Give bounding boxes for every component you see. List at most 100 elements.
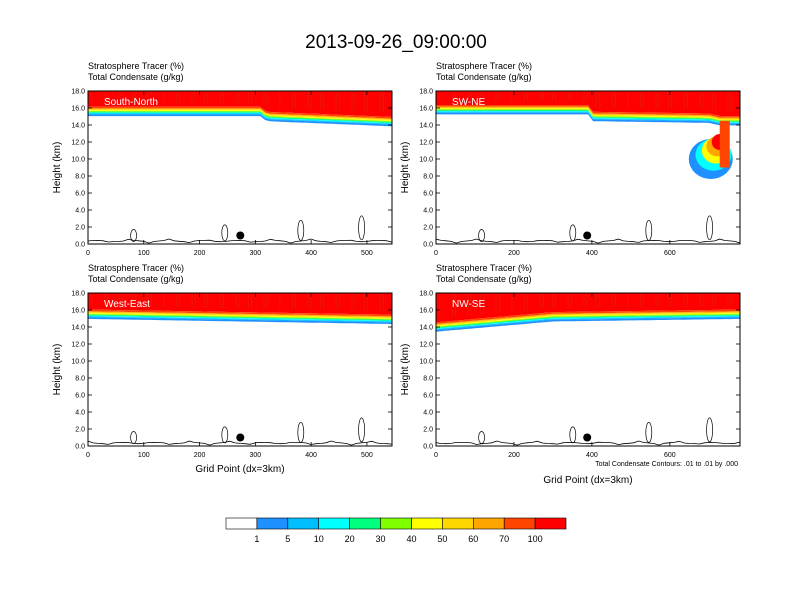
- tracer-band: [88, 316, 392, 323]
- terrain-contour: [436, 238, 740, 244]
- tracer-streak: [655, 91, 657, 109]
- tracer-streak: [655, 293, 657, 307]
- plot-area: [88, 293, 392, 446]
- tracer-streak: [583, 91, 585, 102]
- colorbar-label: 40: [406, 534, 416, 544]
- x-tick-label: 0: [434, 250, 438, 257]
- condensate-contour: [297, 220, 305, 241]
- tracer-streak: [122, 293, 124, 307]
- tracer-streak: [379, 91, 381, 113]
- tracer-band: [436, 311, 740, 325]
- tracer-streak: [150, 293, 152, 307]
- tracer-streak: [335, 91, 337, 111]
- tracer-streak: [567, 293, 569, 309]
- tracer-streak: [191, 91, 193, 103]
- tracer-streak: [238, 91, 240, 103]
- tracer-streak: [194, 293, 196, 308]
- tracer-streak: [103, 293, 105, 306]
- x-tick-label: 300: [249, 250, 261, 257]
- tracer-streak: [194, 91, 196, 103]
- x-tick-label: 100: [138, 452, 150, 459]
- tracer-streak: [294, 293, 296, 310]
- tracer-streak: [263, 91, 265, 106]
- tracer-streak: [667, 91, 670, 110]
- tracer-band: [436, 112, 740, 126]
- y-tick-label: 10.0: [71, 359, 85, 366]
- condensate-contour: [297, 422, 305, 443]
- tracer-streak: [570, 293, 572, 309]
- panel-sw-ne: 0.0 2.0 4.0 6.0 8.0 10.0 12.0 14.0 16.0 18.0 0 200 4…: [400, 61, 741, 257]
- condensate-contour: [358, 417, 365, 443]
- tracer-streak: [266, 91, 268, 108]
- tracer-streak: [363, 91, 365, 112]
- y-tick-label: 0.0: [423, 444, 433, 451]
- tracer-streak: [147, 91, 149, 103]
- colorbar-swatch: [411, 517, 443, 530]
- plot-area: [88, 91, 392, 244]
- condensate-contour: [221, 426, 229, 444]
- tracer-streak: [163, 91, 165, 103]
- colorbar-swatch: [318, 517, 350, 530]
- tracer-streak: [586, 91, 588, 102]
- tracer-streak: [175, 91, 177, 103]
- tracer-streak: [439, 293, 441, 319]
- tracer-streak: [439, 91, 441, 102]
- tracer-streak: [542, 91, 544, 102]
- tracer-band: [88, 106, 392, 119]
- y-tick-label: 10.0: [419, 359, 433, 366]
- tracer-streak: [354, 293, 356, 311]
- tracer-streak: [207, 91, 209, 103]
- y-tick-label: 10.0: [71, 157, 85, 164]
- x-tick-label: 400: [305, 452, 317, 459]
- tracer-streak: [555, 91, 557, 102]
- tracer-streak: [335, 293, 337, 310]
- tracer-streak: [363, 293, 365, 311]
- y-tick-label: 4.0: [75, 410, 85, 417]
- tracer-streak: [319, 91, 322, 111]
- tracer-streak: [639, 293, 641, 308]
- tracer-streak: [119, 293, 121, 307]
- tracer-streak: [552, 91, 554, 102]
- tracer-band: [436, 316, 740, 330]
- tracer-band: [436, 317, 740, 332]
- y-tick-label: 4.0: [423, 208, 433, 215]
- tracer-streak: [163, 293, 165, 307]
- tracer-streak: [178, 293, 181, 308]
- tracer-streak: [671, 293, 673, 307]
- tracer-streak: [222, 91, 224, 103]
- tracer-streak: [642, 293, 644, 308]
- x-tick-label: 200: [508, 250, 520, 257]
- tracer-streak: [103, 91, 105, 103]
- colorbar-label: 20: [345, 534, 355, 544]
- tracer-streak: [555, 293, 557, 309]
- plot-frame: [87, 292, 393, 447]
- panel-title-tracer: Stratosphere Tracer (%): [436, 61, 532, 71]
- tracer-streak: [595, 293, 597, 308]
- colorbar-swatch: [442, 517, 474, 530]
- condensate-contour: [569, 426, 577, 444]
- tracer-streak: [263, 293, 265, 309]
- tracer-streak: [642, 91, 644, 109]
- tracer-streak: [382, 293, 384, 311]
- tracer-band: [88, 313, 392, 320]
- tracer-band: [88, 309, 392, 317]
- y-tick-label: 10.0: [419, 157, 433, 164]
- panel-title-tracer: Stratosphere Tracer (%): [88, 263, 184, 273]
- tracer-streak: [219, 91, 221, 103]
- tracer-streak: [382, 91, 384, 113]
- y-tick-label: 2.0: [75, 225, 85, 232]
- y-tick-label: 18.0: [71, 89, 85, 96]
- tracer-streak: [567, 91, 569, 102]
- tracer-streak: [131, 293, 134, 307]
- tracer-streak: [539, 293, 541, 310]
- tracer-streak: [204, 91, 206, 103]
- y-tick-label: 16.0: [71, 308, 85, 315]
- panel-title-tracer: Stratosphere Tracer (%): [88, 61, 184, 71]
- tracer-streak: [451, 91, 453, 102]
- x-tick-label: 600: [664, 250, 676, 257]
- tracer-streak: [495, 91, 497, 102]
- y-tick-label: 4.0: [423, 410, 433, 417]
- colorbar: 1 5 10 20 30 40 50 60 70 100: [225, 517, 567, 544]
- tracer-streak: [470, 91, 472, 102]
